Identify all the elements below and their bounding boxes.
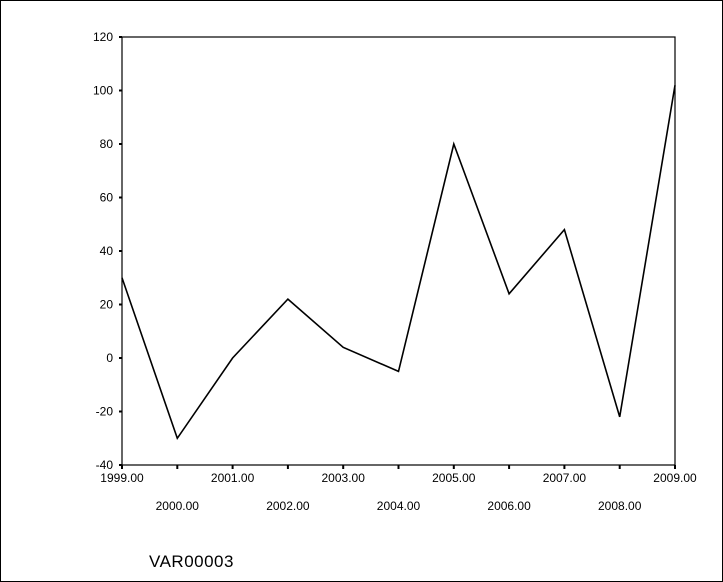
x-tick-label: 2000.00 [156,499,200,513]
x-tick-label: 2008.00 [598,499,642,513]
data-point [231,357,233,359]
x-axis: 1999.00 2000.00 2001.00 2002.00 2003.00 2004.… [100,465,697,513]
x-tick-label: 2006.00 [487,499,531,513]
series-line [121,85,676,441]
y-tick-label: -20 [96,405,114,419]
data-point [176,437,178,439]
data-point [674,84,676,86]
x-tick-label: 1999.00 [100,471,144,485]
plot-area [121,36,676,466]
series-group [121,84,676,441]
y-tick-label: 0 [106,351,113,365]
y-tick-label: 80 [100,137,114,151]
x-tick-label: 2004.00 [377,499,421,513]
data-point [397,370,399,372]
data-point [287,298,289,300]
x-axis-title: VAR00003 [149,552,234,571]
y-axis: -40 -20 0 20 40 60 80 100 120 [93,30,122,472]
x-tick-label: 2001.00 [211,471,255,485]
y-tick-label: 40 [100,244,114,258]
data-point [121,277,123,279]
x-tick-label: 2003.00 [322,471,366,485]
y-tick-label: 120 [93,30,113,44]
x-tick-label: 2005.00 [432,471,476,485]
x-tick-label: 2002.00 [266,499,310,513]
y-tick-label: 20 [100,298,114,312]
data-point [453,143,455,145]
data-point [619,416,621,418]
y-tick-label: -40 [96,458,114,472]
y-tick-label: 60 [100,191,114,205]
x-tick-label: 2009.00 [653,471,697,485]
data-point [508,293,510,295]
data-point [342,346,344,348]
y-tick-label: 100 [93,84,113,98]
data-point [563,228,565,230]
x-tick-label: 2007.00 [543,471,587,485]
